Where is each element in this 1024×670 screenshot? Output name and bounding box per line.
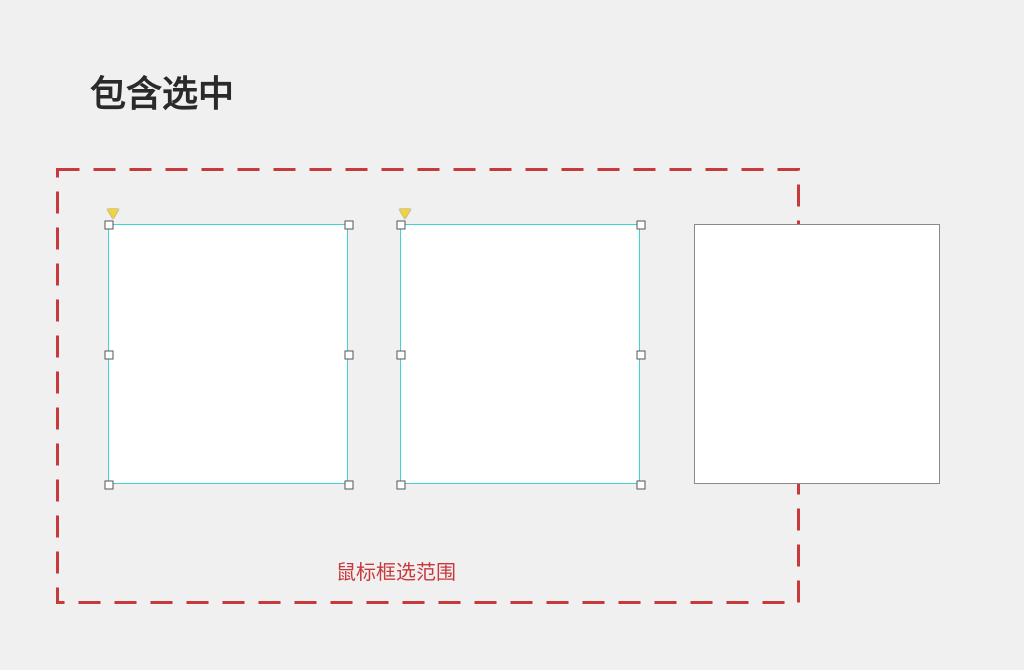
resize-handle[interactable]: [397, 221, 406, 230]
resize-handle[interactable]: [105, 481, 114, 490]
resize-handle[interactable]: [637, 221, 646, 230]
rotation-handle-icon[interactable]: [399, 209, 411, 219]
diagram-title: 包含选中: [90, 65, 234, 117]
selected-rectangle[interactable]: [400, 224, 640, 484]
resize-handle[interactable]: [637, 481, 646, 490]
diagram-canvas: 包含选中 鼠标框选范围: [0, 0, 1024, 670]
resize-handle[interactable]: [345, 351, 354, 360]
rotation-handle-icon[interactable]: [107, 209, 119, 219]
resize-handle[interactable]: [105, 221, 114, 230]
rectangle[interactable]: [694, 224, 940, 484]
resize-handle[interactable]: [105, 351, 114, 360]
resize-handle[interactable]: [637, 351, 646, 360]
resize-handle[interactable]: [345, 481, 354, 490]
resize-handle[interactable]: [397, 481, 406, 490]
marquee-label: 鼠标框选范围: [336, 556, 456, 585]
resize-handle[interactable]: [397, 351, 406, 360]
selected-rectangle[interactable]: [108, 224, 348, 484]
resize-handle[interactable]: [345, 221, 354, 230]
